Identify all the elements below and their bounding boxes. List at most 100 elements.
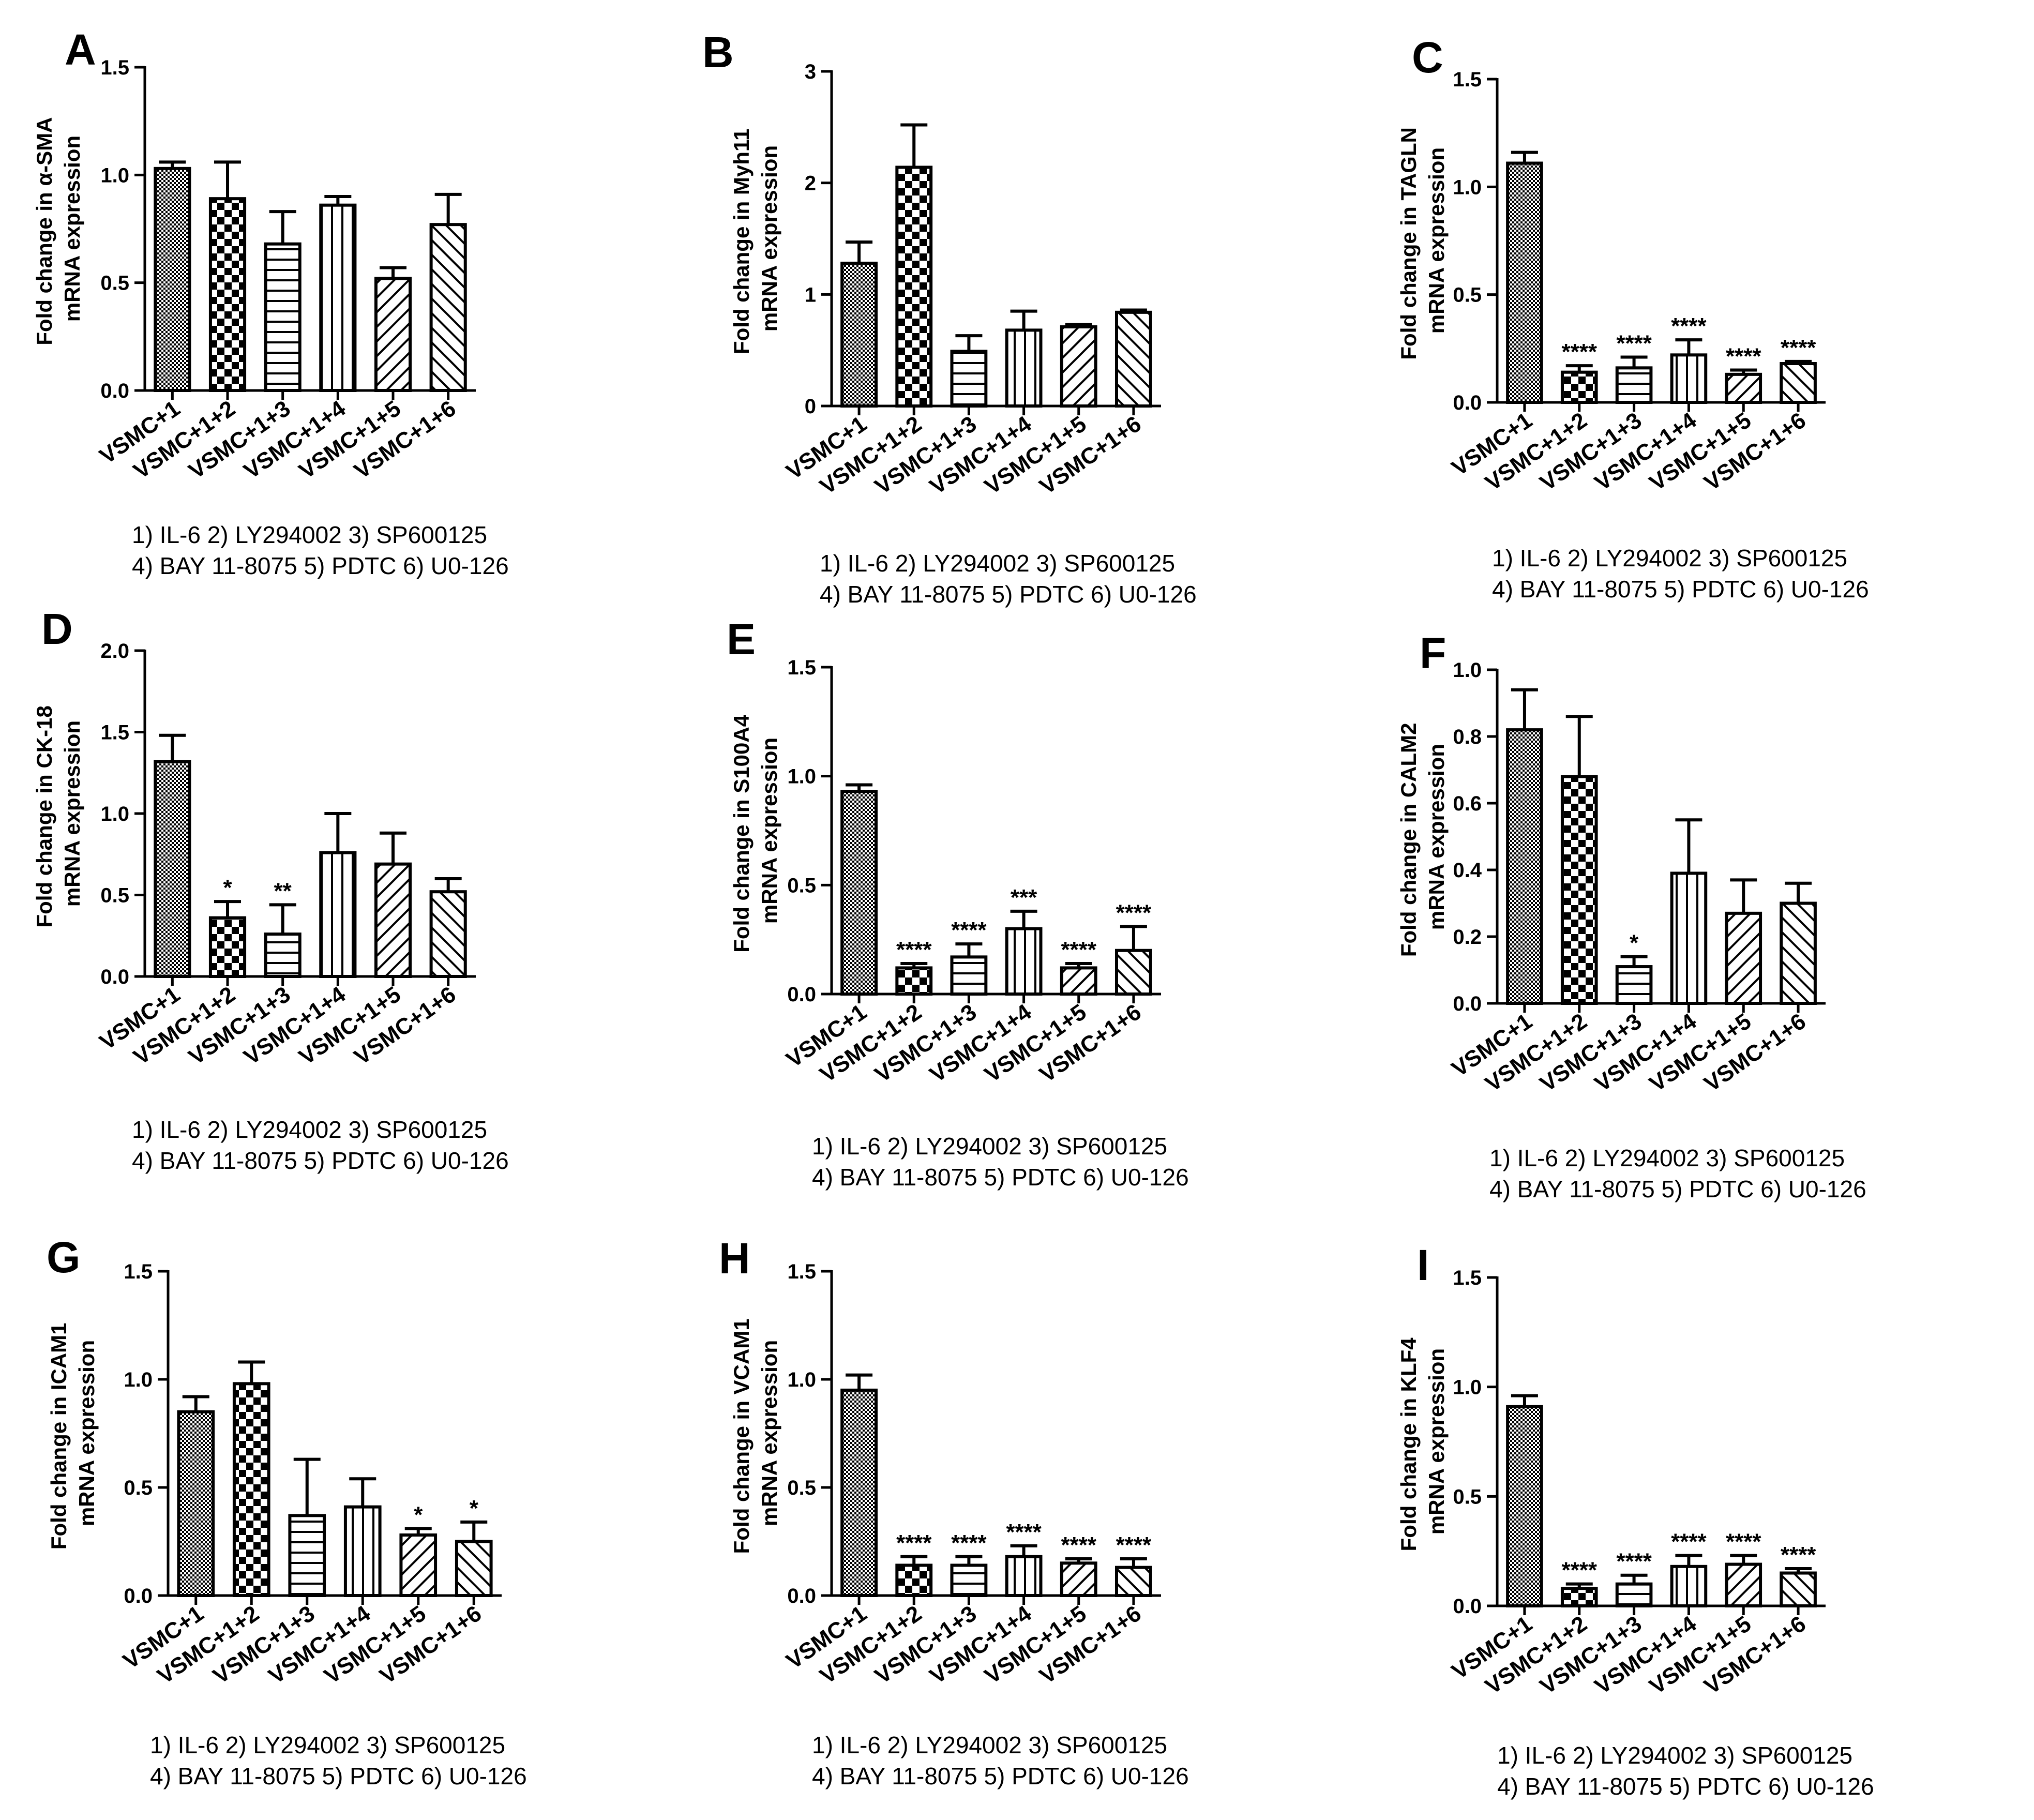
significance-label: *** <box>1011 885 1037 910</box>
panel-g: G Fold change in ICAM1 mRNA expression 0… <box>47 1233 527 1789</box>
legend-line-1: 1) IL-6 2) LY294002 3) SP600125 <box>812 1732 1167 1758</box>
panel-letter: D <box>41 605 73 653</box>
panel-letter: B <box>702 28 734 77</box>
y-tick-label: 0.0 <box>124 1585 153 1607</box>
bar <box>154 760 191 978</box>
significance-label: * <box>470 1496 479 1521</box>
error-bar <box>955 334 983 352</box>
error-bar <box>460 1520 488 1542</box>
significance-label: **** <box>1671 313 1707 339</box>
bar <box>1115 310 1152 408</box>
bar <box>264 932 302 978</box>
bar <box>1780 362 1817 404</box>
panel-letter: A <box>65 25 96 74</box>
significance-label: **** <box>951 917 987 943</box>
error-bar <box>214 900 241 918</box>
y-tick-label: 1.0 <box>124 1368 153 1391</box>
error-bar <box>900 962 928 968</box>
bar <box>895 166 933 408</box>
error-bar <box>1785 881 1812 904</box>
error-bar <box>1565 364 1593 372</box>
y-tick-label: 1.5 <box>787 656 816 679</box>
bar <box>1560 1587 1598 1607</box>
bar <box>1725 372 1762 404</box>
significance-label: **** <box>1061 937 1097 962</box>
y-tick-label: 0.5 <box>1453 284 1482 307</box>
panel-letter: I <box>1417 1241 1429 1289</box>
legend-line-2: 4) BAY 11-8075 5) PDTC 6) U0-126 <box>812 1763 1189 1789</box>
error-bar <box>1675 818 1702 874</box>
bar <box>264 242 302 392</box>
bar <box>1725 911 1762 1005</box>
y-axis-label: Fold change in α-SMA mRNA expression <box>32 112 84 345</box>
legend-line-1: 1) IL-6 2) LY294002 3) SP600125 <box>150 1732 505 1758</box>
legend-line-2: 4) BAY 11-8075 5) PDTC 6) U0-126 <box>1497 1773 1874 1800</box>
y-tick-label: 1.0 <box>1453 176 1482 199</box>
y-tick-label: 0.2 <box>1453 926 1482 949</box>
y-tick-label: 1.0 <box>1453 659 1482 682</box>
y-tick-label: 1.5 <box>100 721 129 744</box>
bar <box>1725 1562 1762 1607</box>
error-bar <box>1511 688 1538 730</box>
error-bar <box>1511 151 1538 163</box>
significance-label: **** <box>1616 1549 1652 1574</box>
y-tick-label: 0.0 <box>100 380 129 402</box>
significance-label: **** <box>1726 344 1761 369</box>
error-bar <box>955 942 983 957</box>
significance-label: * <box>1630 930 1639 956</box>
y-tick-label: 0.8 <box>1453 726 1482 748</box>
panel-d: D Fold change in CK-18 mRNA expression 0… <box>32 605 509 1174</box>
bar <box>1615 965 1653 1005</box>
error-bar <box>846 783 873 792</box>
y-tick-label: 0.5 <box>787 1477 816 1499</box>
error-bar <box>159 733 186 762</box>
bar <box>1005 1555 1043 1598</box>
significance-label: * <box>414 1502 423 1527</box>
significance-label: **** <box>1616 331 1652 356</box>
bar <box>840 261 878 408</box>
y-tick-label: 1.0 <box>1453 1376 1482 1399</box>
error-bar <box>269 210 296 244</box>
y-tick-label: 0.0 <box>1453 392 1482 414</box>
bar <box>1670 353 1708 404</box>
significance-label: **** <box>1006 1520 1042 1545</box>
legend-line-2: 4) BAY 11-8075 5) PDTC 6) U0-126 <box>1489 1176 1866 1202</box>
error-bar <box>1565 1582 1593 1589</box>
bar <box>1115 1566 1152 1597</box>
bar <box>1506 161 1543 404</box>
panel-f: F Fold change in CALM2 mRNA expression 0… <box>1396 629 1866 1202</box>
bar <box>429 223 467 392</box>
significance-label: **** <box>1562 1558 1598 1583</box>
bar <box>1670 1565 1708 1608</box>
y-axis-label: Fold change in CK-18 mRNA expression <box>32 699 84 927</box>
y-tick-label: 0.0 <box>100 966 129 988</box>
error-bar <box>269 903 296 935</box>
error-bar <box>159 160 186 169</box>
bar <box>950 1563 988 1597</box>
bar <box>840 1388 878 1597</box>
panel-letter: H <box>719 1234 750 1283</box>
y-axis-label: Fold change in Myh11 mRNA expression <box>729 123 781 354</box>
significance-label: **** <box>1116 1532 1152 1558</box>
legend-line-2: 4) BAY 11-8075 5) PDTC 6) U0-126 <box>820 581 1197 608</box>
legend-line-2: 4) BAY 11-8075 5) PDTC 6) U0-126 <box>132 1147 509 1174</box>
y-tick-label: 0.0 <box>1453 992 1482 1015</box>
significance-label: **** <box>896 937 932 962</box>
legend-line-2: 4) BAY 11-8075 5) PDTC 6) U0-126 <box>132 552 509 579</box>
bar <box>319 851 357 978</box>
error-bar <box>293 1457 321 1516</box>
y-tick-label: 0.5 <box>124 1477 153 1499</box>
bar <box>1670 871 1708 1005</box>
error-bar <box>900 123 928 168</box>
bar <box>374 277 412 392</box>
error-bar <box>1010 309 1037 330</box>
legend-line-1: 1) IL-6 2) LY294002 3) SP600125 <box>1497 1742 1852 1769</box>
significance-label: **** <box>1562 339 1598 365</box>
error-bar <box>1785 1567 1812 1573</box>
error-bar <box>1730 368 1757 374</box>
error-bar <box>214 160 241 199</box>
y-tick-label: 0.0 <box>787 983 816 1006</box>
y-tick-label: 1.0 <box>100 164 129 187</box>
error-bar <box>1120 1557 1147 1568</box>
bar <box>374 862 412 979</box>
